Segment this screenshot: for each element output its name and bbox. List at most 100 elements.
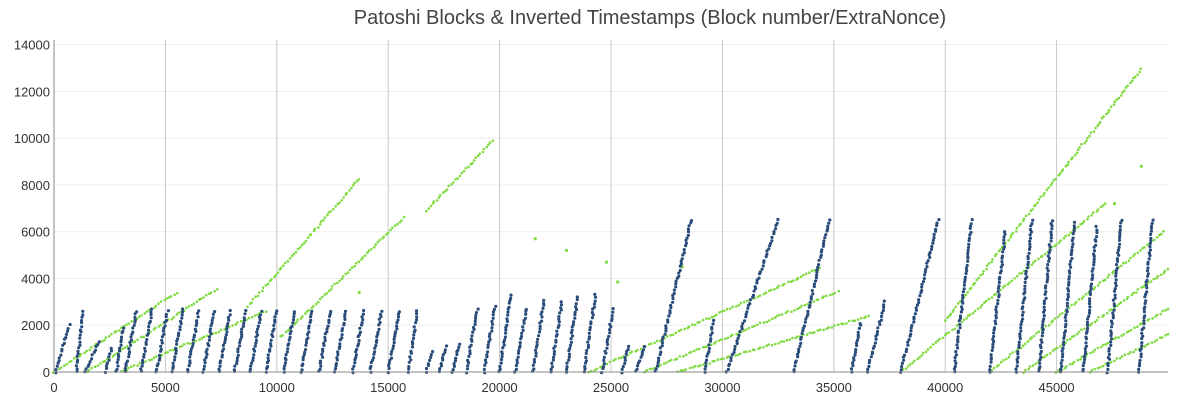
data-point — [431, 350, 435, 354]
data-point — [240, 327, 244, 331]
data-point — [1143, 345, 1146, 349]
data-point — [657, 359, 661, 363]
data-point — [867, 314, 870, 318]
data-point — [159, 300, 163, 303]
data-point — [951, 310, 955, 313]
data-point — [410, 345, 415, 349]
data-point — [1122, 333, 1126, 336]
data-point — [141, 361, 145, 365]
data-point — [726, 367, 731, 371]
data-point — [1038, 343, 1042, 347]
data-point — [1133, 326, 1136, 330]
data-point — [1115, 98, 1119, 101]
data-point — [672, 288, 677, 292]
data-point — [1152, 238, 1156, 242]
data-point — [924, 350, 928, 354]
series-1-segment-37 — [653, 219, 694, 373]
data-point — [1116, 251, 1120, 255]
data-point — [677, 274, 681, 278]
data-point — [991, 258, 994, 261]
data-point — [127, 347, 131, 351]
data-point — [307, 330, 311, 334]
data-point — [376, 330, 380, 334]
data-point — [1118, 357, 1122, 360]
data-point — [736, 336, 740, 340]
data-point — [107, 358, 111, 362]
data-point — [1045, 353, 1049, 357]
data-point — [979, 305, 982, 309]
data-point — [1067, 160, 1070, 164]
data-point — [327, 320, 331, 325]
data-point — [118, 346, 122, 350]
data-point — [606, 342, 610, 346]
data-point — [573, 313, 577, 317]
data-point — [478, 152, 482, 156]
data-point — [261, 286, 265, 290]
series-1-segment-24 — [437, 344, 449, 374]
data-point — [360, 315, 364, 319]
data-point — [516, 355, 520, 359]
data-point — [1114, 278, 1118, 282]
data-point — [108, 352, 112, 356]
data-point — [593, 295, 598, 299]
data-point — [722, 357, 725, 361]
data-point — [808, 303, 812, 308]
data-point — [991, 345, 995, 349]
data-point — [821, 244, 826, 248]
data-point — [559, 303, 564, 307]
y-tick-label: 10000 — [14, 131, 50, 146]
data-point — [1148, 241, 1152, 245]
data-point — [484, 361, 488, 365]
data-point — [1065, 338, 1069, 342]
data-point — [59, 366, 63, 369]
data-point — [273, 318, 277, 322]
data-point — [909, 329, 913, 333]
data-point — [387, 363, 391, 368]
data-point — [954, 353, 959, 357]
data-point — [984, 299, 988, 303]
data-point — [959, 310, 964, 314]
data-point — [395, 324, 399, 328]
data-point — [1042, 308, 1046, 312]
data-point — [309, 315, 313, 319]
data-point — [59, 353, 63, 357]
data-point — [1088, 134, 1091, 138]
data-point — [111, 355, 115, 358]
data-point — [745, 310, 749, 314]
data-point — [1112, 270, 1115, 273]
data-point — [453, 359, 457, 363]
data-point — [1084, 344, 1088, 348]
data-point — [589, 320, 593, 324]
data-point — [378, 321, 382, 325]
data-point — [357, 333, 361, 337]
data-point — [468, 349, 472, 353]
data-point — [713, 359, 716, 363]
data-point — [534, 354, 538, 358]
data-point — [669, 303, 673, 307]
data-point — [88, 348, 91, 352]
data-point — [1071, 242, 1075, 246]
data-point — [149, 310, 153, 314]
data-point — [1009, 236, 1012, 239]
data-point — [1111, 314, 1115, 318]
data-point — [1018, 272, 1021, 275]
data-point — [1083, 350, 1088, 354]
data-point — [821, 242, 826, 246]
data-point — [140, 364, 144, 368]
data-point — [254, 338, 259, 343]
data-point — [762, 292, 766, 296]
series-1-segment-22 — [406, 309, 419, 374]
data-point — [630, 350, 634, 354]
data-point — [922, 351, 925, 355]
data-point — [296, 247, 300, 251]
data-point — [248, 367, 252, 371]
data-point — [523, 316, 528, 320]
data-point — [518, 341, 522, 345]
data-point — [338, 201, 341, 204]
data-point — [755, 281, 759, 285]
data-point — [226, 322, 230, 326]
data-point — [602, 362, 606, 366]
data-point — [1070, 245, 1074, 249]
data-point — [466, 358, 470, 362]
data-point — [146, 332, 150, 336]
